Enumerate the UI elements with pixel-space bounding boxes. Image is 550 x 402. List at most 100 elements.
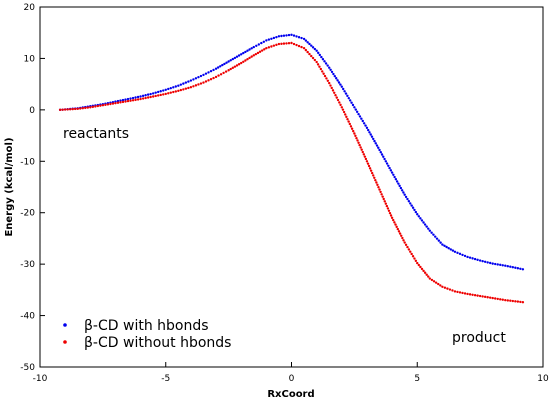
data-point — [94, 105, 97, 108]
data-point — [285, 42, 288, 45]
data-point — [197, 75, 200, 79]
data-point — [364, 124, 367, 127]
data-point — [441, 243, 444, 246]
data-point — [383, 200, 386, 203]
data-point — [476, 258, 479, 262]
x-tick-label: 5 — [414, 374, 420, 384]
data-point — [317, 51, 320, 55]
legend-marker-without-hbonds — [63, 340, 67, 344]
data-point — [280, 34, 283, 38]
data-point — [378, 148, 381, 152]
data-point — [119, 99, 122, 102]
data-point — [414, 259, 418, 263]
data-point — [394, 223, 397, 226]
data-point — [172, 86, 175, 89]
data-point — [339, 103, 342, 107]
data-point — [342, 87, 345, 91]
data-point — [353, 106, 356, 109]
data-point — [146, 93, 150, 96]
data-point — [258, 50, 262, 53]
data-point — [453, 290, 457, 293]
data-point — [494, 262, 497, 266]
data-point — [422, 221, 425, 224]
data-point — [265, 39, 268, 42]
data-point — [231, 66, 235, 70]
data-point — [219, 73, 223, 76]
data-point — [378, 188, 381, 191]
data-point — [451, 249, 455, 252]
data-point — [350, 127, 354, 130]
data-point — [233, 65, 237, 68]
data-point — [121, 100, 125, 104]
data-point — [466, 292, 469, 296]
data-point — [250, 55, 253, 58]
data-point — [109, 102, 112, 106]
data-point — [511, 266, 515, 269]
data-point — [504, 264, 507, 267]
data-point — [329, 84, 332, 87]
data-point — [468, 256, 472, 259]
data-point — [167, 92, 170, 95]
data-point — [240, 53, 243, 56]
data-point — [422, 269, 425, 273]
data-point — [164, 92, 167, 96]
data-point — [473, 257, 477, 261]
data-point — [395, 180, 399, 183]
data-point — [221, 63, 224, 67]
data-point — [381, 195, 384, 198]
data-point — [99, 104, 102, 107]
data-point — [461, 291, 464, 295]
data-point — [302, 37, 306, 41]
data-point — [313, 58, 317, 62]
data-point — [340, 85, 343, 88]
data-point — [335, 77, 338, 80]
data-point — [275, 43, 278, 47]
data-point — [427, 227, 430, 230]
data-point — [511, 299, 515, 303]
data-point — [370, 135, 374, 138]
data-point — [315, 49, 318, 52]
data-point — [287, 42, 291, 45]
data-point — [207, 71, 210, 74]
legend: β-CD with hbonds β-CD without hbonds — [63, 318, 231, 351]
data-point — [509, 265, 512, 268]
data-point — [389, 169, 393, 172]
data-point — [177, 89, 180, 93]
annotation-product: product — [452, 330, 506, 346]
data-point — [350, 101, 353, 104]
data-point — [292, 42, 296, 46]
data-point — [265, 46, 268, 50]
data-point — [270, 45, 273, 48]
data-point — [319, 67, 323, 71]
data-point — [372, 137, 375, 141]
data-point — [124, 100, 127, 103]
data-point — [285, 34, 288, 37]
data-point — [227, 60, 230, 63]
data-point — [340, 106, 343, 109]
data-point — [267, 46, 271, 49]
data-point — [199, 74, 203, 78]
legend-label-with-hbonds: β-CD with hbonds — [84, 318, 209, 334]
data-point — [453, 250, 457, 253]
data-point — [514, 300, 517, 303]
data-point — [387, 164, 390, 168]
data-point — [328, 66, 331, 69]
data-point — [237, 54, 241, 57]
data-point — [354, 108, 357, 111]
data-point — [390, 171, 394, 174]
legend-label-without-hbonds: β-CD without hbonds — [84, 335, 231, 351]
data-point — [187, 86, 190, 90]
data-point — [199, 82, 203, 85]
data-point — [66, 108, 69, 111]
data-point — [204, 72, 208, 75]
data-point — [129, 99, 132, 102]
data-point — [144, 94, 147, 97]
data-point — [257, 43, 261, 46]
data-point — [149, 92, 152, 96]
x-tick-label: -5 — [161, 374, 170, 384]
data-point — [194, 84, 198, 87]
data-point — [308, 52, 311, 56]
data-point — [403, 241, 406, 244]
data-point — [225, 61, 228, 64]
data-point — [413, 257, 416, 260]
